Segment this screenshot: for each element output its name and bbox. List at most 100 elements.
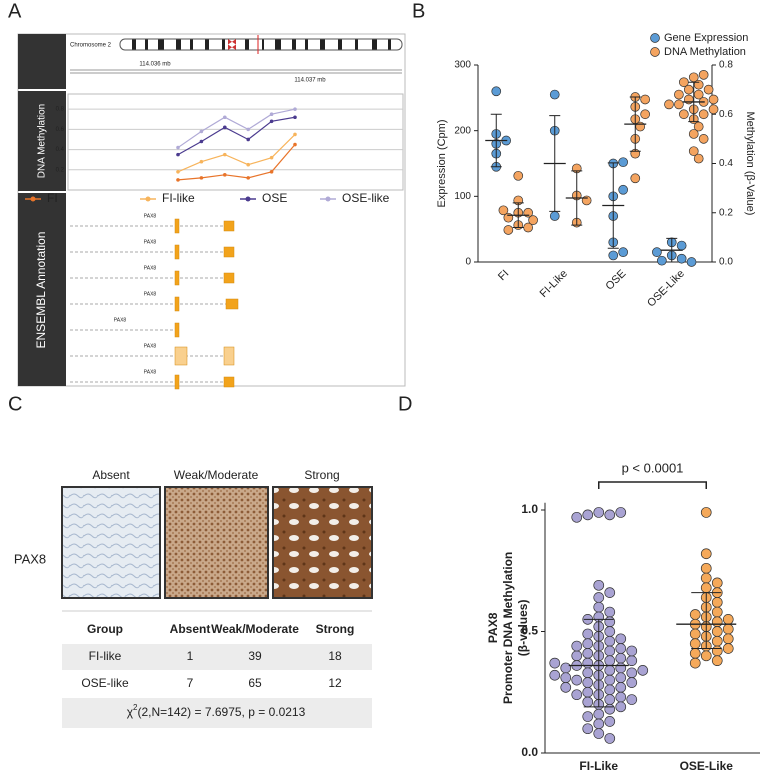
transcript-label: PAX8 bbox=[144, 265, 157, 271]
point bbox=[689, 638, 701, 650]
exon bbox=[174, 322, 180, 338]
point bbox=[246, 127, 250, 132]
y-tick-label: 200 bbox=[454, 125, 471, 136]
point bbox=[604, 645, 616, 657]
histology-image bbox=[272, 486, 373, 599]
legend-label: FI bbox=[47, 191, 58, 205]
point bbox=[615, 633, 627, 645]
table-header: Weak/Moderate bbox=[211, 622, 299, 636]
point bbox=[604, 684, 616, 696]
centromere bbox=[228, 39, 236, 50]
table-footer: χ2(2,N=142) = 7.6975, p = 0.0213 bbox=[127, 703, 306, 719]
transcript-label: PAX8 bbox=[144, 291, 157, 297]
annotation: p < 0.0001 bbox=[622, 460, 684, 475]
point bbox=[593, 592, 605, 603]
point bbox=[604, 674, 616, 686]
point bbox=[711, 596, 723, 608]
table-cell: FI-like bbox=[89, 649, 122, 663]
whisker bbox=[512, 202, 524, 229]
point bbox=[722, 643, 734, 654]
y-tick-label: 0.0 bbox=[521, 745, 538, 759]
histology-image bbox=[164, 486, 269, 599]
exon bbox=[225, 298, 239, 310]
point bbox=[571, 640, 583, 652]
band bbox=[158, 39, 164, 50]
point bbox=[722, 613, 734, 625]
point bbox=[711, 635, 723, 647]
legend-swatch bbox=[145, 196, 151, 202]
point bbox=[604, 616, 616, 628]
point bbox=[223, 125, 227, 130]
y2-tick-label: 0.2 bbox=[719, 207, 733, 218]
track-bar bbox=[18, 34, 66, 89]
point bbox=[630, 173, 641, 184]
footer-part: (2,N=142) = 7.6975, p = 0.0213 bbox=[137, 705, 305, 719]
whisker bbox=[490, 113, 502, 168]
point bbox=[700, 582, 712, 594]
point bbox=[618, 247, 629, 257]
point bbox=[604, 703, 616, 715]
point bbox=[491, 86, 502, 97]
row-bg bbox=[62, 698, 372, 728]
point bbox=[593, 579, 605, 591]
table-cell: 39 bbox=[248, 649, 262, 663]
point bbox=[700, 562, 712, 574]
frame bbox=[17, 33, 406, 387]
point bbox=[269, 155, 274, 160]
point bbox=[689, 648, 701, 659]
band bbox=[275, 39, 281, 50]
y-tick-label: 0.2 bbox=[56, 167, 65, 173]
point bbox=[618, 157, 629, 168]
point bbox=[571, 650, 583, 662]
footer-part: χ bbox=[127, 705, 134, 719]
point bbox=[582, 723, 594, 735]
track-bar bbox=[18, 193, 66, 386]
point bbox=[688, 146, 699, 157]
point bbox=[700, 548, 712, 560]
y-tick-label: 0.5 bbox=[521, 624, 538, 638]
point bbox=[604, 509, 616, 521]
band bbox=[222, 39, 225, 50]
point bbox=[608, 250, 619, 261]
legend-swatch bbox=[650, 47, 660, 57]
point bbox=[199, 139, 204, 144]
y-tick-label: 0 bbox=[465, 257, 471, 268]
exon bbox=[174, 270, 180, 286]
point bbox=[652, 247, 662, 257]
point bbox=[223, 152, 227, 157]
point bbox=[560, 672, 572, 684]
point bbox=[593, 708, 605, 720]
band bbox=[190, 39, 193, 50]
exon bbox=[174, 244, 180, 260]
point bbox=[549, 657, 561, 669]
point bbox=[708, 104, 719, 115]
point bbox=[676, 253, 687, 264]
x-tick-label: FI-Like bbox=[579, 759, 618, 772]
column-title: Absent bbox=[92, 468, 130, 482]
point bbox=[176, 152, 180, 157]
point bbox=[711, 655, 723, 667]
point bbox=[582, 686, 594, 698]
point bbox=[615, 643, 627, 654]
significance-bracket bbox=[598, 481, 707, 489]
exon bbox=[174, 218, 180, 234]
plot-frame bbox=[67, 93, 404, 191]
exon bbox=[223, 346, 235, 366]
point bbox=[582, 667, 594, 679]
y-axis-label: Promoter DNA Methylation bbox=[501, 552, 515, 704]
x-tick-label: FI bbox=[496, 268, 511, 283]
scale-label: 114.036 mb bbox=[139, 62, 171, 68]
point bbox=[711, 645, 723, 657]
band bbox=[145, 39, 148, 50]
point bbox=[571, 689, 583, 701]
point bbox=[615, 652, 627, 664]
point bbox=[618, 184, 629, 195]
point bbox=[711, 577, 723, 589]
exon bbox=[174, 374, 180, 390]
chromosome-label: Chromosome 2 bbox=[70, 43, 112, 49]
point bbox=[674, 89, 684, 100]
band bbox=[372, 39, 377, 50]
point bbox=[582, 509, 594, 521]
point bbox=[698, 69, 709, 80]
point bbox=[269, 119, 274, 124]
